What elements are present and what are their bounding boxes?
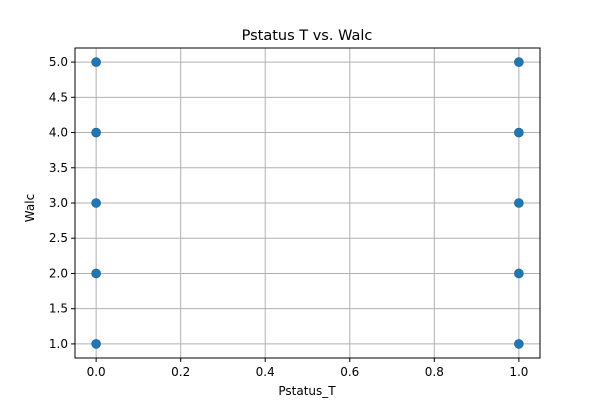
data-points bbox=[91, 57, 524, 349]
chart-title: Pstatus T vs. Walc bbox=[242, 28, 373, 44]
x-tick-label: 0.0 bbox=[87, 365, 106, 379]
scatter-point bbox=[514, 339, 524, 349]
x-axis-ticks: 0.0 0.2 0.4 0.6 0.8 1.0 bbox=[87, 358, 528, 379]
scatter-point bbox=[514, 127, 524, 138]
y-tick-label: 4.0 bbox=[49, 126, 68, 140]
y-axis-label: Walc bbox=[23, 194, 37, 222]
scatter-point bbox=[91, 339, 101, 349]
x-tick-label: 0.8 bbox=[425, 365, 444, 379]
scatter-point bbox=[91, 127, 101, 138]
y-tick-label: 2.0 bbox=[49, 266, 68, 280]
scatter-point bbox=[91, 198, 101, 208]
scatter-point bbox=[514, 268, 524, 279]
y-tick-label: 1.5 bbox=[49, 302, 68, 316]
y-tick-label: 1.0 bbox=[49, 337, 68, 351]
x-axis-label: Pstatus_T bbox=[278, 384, 336, 398]
x-tick-label: 0.6 bbox=[340, 365, 359, 379]
scatter-point bbox=[91, 268, 101, 279]
y-tick-label: 5.0 bbox=[49, 55, 68, 69]
y-axis-ticks: 1.0 1.5 2.0 2.5 3.0 3.5 4.0 4.5 5.0 bbox=[49, 55, 75, 351]
scatter-point bbox=[514, 198, 524, 208]
scatter-point bbox=[514, 57, 524, 67]
y-tick-label: 2.5 bbox=[49, 231, 68, 245]
y-tick-label: 3.5 bbox=[49, 161, 68, 175]
x-tick-label: 0.2 bbox=[171, 365, 190, 379]
y-tick-label: 3.0 bbox=[49, 196, 68, 210]
x-tick-label: 0.4 bbox=[256, 365, 275, 379]
scatter-point bbox=[91, 57, 101, 67]
y-tick-label: 4.5 bbox=[49, 90, 68, 104]
x-tick-label: 1.0 bbox=[509, 365, 528, 379]
